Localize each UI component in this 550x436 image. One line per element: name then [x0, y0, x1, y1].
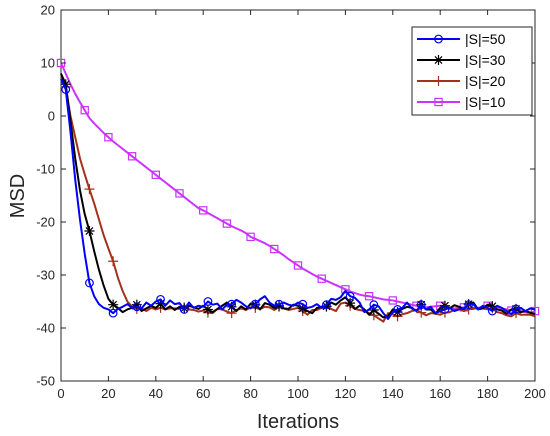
- x-tick-label: 60: [196, 386, 210, 401]
- data-point-marker: [364, 292, 374, 301]
- legend-marker: [433, 76, 444, 86]
- legend-marker: [434, 34, 443, 44]
- x-tick-label: 120: [335, 386, 357, 401]
- legend-item: |S|=10: [417, 94, 506, 110]
- data-point-marker: [345, 291, 355, 301]
- x-tick-label: 40: [149, 386, 163, 401]
- data-point-marker: [416, 300, 426, 310]
- legend-box: [411, 26, 533, 116]
- x-tick-label: 20: [101, 386, 115, 401]
- data-point-marker: [222, 219, 232, 228]
- series-0: [60, 78, 536, 320]
- data-point-marker: [151, 170, 160, 180]
- data-point-marker: [322, 300, 331, 310]
- legend-label: |S|=10: [465, 94, 506, 110]
- x-tick-label: 200: [524, 386, 546, 401]
- data-point-marker: [270, 244, 279, 254]
- y-tick-label: 0: [48, 109, 55, 124]
- data-point-marker: [226, 301, 237, 312]
- x-axis-label: Iterations: [257, 411, 339, 433]
- data-point-marker: [108, 308, 118, 318]
- data-point-marker: [388, 296, 398, 305]
- data-point-marker: [317, 274, 326, 283]
- y-tick-label: -40: [36, 321, 55, 336]
- data-point-marker: [250, 299, 260, 309]
- data-point-marker: [80, 105, 89, 115]
- series-3: [56, 58, 540, 316]
- x-tick-label: 160: [429, 386, 451, 401]
- data-point-marker: [464, 300, 474, 310]
- data-point-marker: [104, 133, 113, 142]
- data-point-marker: [368, 304, 379, 315]
- data-point-marker: [321, 301, 332, 312]
- legend-item: |S|=50: [417, 31, 506, 47]
- x-tick-label: 180: [477, 386, 499, 401]
- data-point-marker: [369, 300, 379, 310]
- legend-label: |S|=50: [465, 31, 506, 47]
- x-tick-label: 140: [382, 386, 404, 401]
- data-point-marker: [530, 306, 540, 316]
- data-point-marker: [203, 297, 213, 306]
- data-point-marker: [202, 304, 213, 315]
- data-point-marker: [246, 232, 255, 242]
- data-point-marker: [61, 85, 71, 94]
- data-point-marker: [345, 298, 356, 309]
- data-point-marker: [511, 304, 521, 314]
- data-point-marker: [293, 261, 303, 270]
- data-point-marker: [440, 305, 450, 314]
- legend: |S|=50 |S|=30 |S|=20 |S|=10: [411, 26, 533, 116]
- data-point-marker: [392, 307, 403, 318]
- data-point-marker: [298, 299, 308, 309]
- data-point-marker: [393, 305, 402, 314]
- data-point-marker: [108, 256, 119, 267]
- data-point-marker: [274, 300, 285, 311]
- y-tick-label: -20: [36, 215, 55, 230]
- y-tick-label: 10: [41, 56, 55, 71]
- series-layer: [56, 58, 540, 323]
- data-point-marker: [179, 305, 189, 314]
- data-point-marker: [60, 79, 71, 90]
- data-point-marker: [487, 301, 498, 312]
- legend-label: |S|=30: [465, 52, 506, 68]
- y-tick-label: -50: [36, 374, 55, 389]
- data-point-marker: [175, 189, 184, 198]
- data-point-marker: [108, 299, 119, 310]
- y-tick-label: -10: [36, 162, 55, 177]
- legend-label: |S|=20: [465, 73, 506, 89]
- data-point-marker: [84, 184, 95, 195]
- data-point-marker: [156, 294, 165, 304]
- y-axis-label: MSD: [7, 174, 29, 218]
- x-tick-label: 80: [243, 386, 257, 401]
- data-point-marker: [487, 306, 497, 316]
- data-point-marker: [274, 299, 284, 309]
- tick-layer: 0 20 40 60 80 100 120 140 160 180 20020100-10-20-3…: [36, 3, 546, 402]
- data-point-marker: [84, 226, 95, 237]
- legend-item: |S|=20: [417, 73, 506, 89]
- data-point-marker: [227, 299, 237, 309]
- data-point-marker: [131, 299, 142, 310]
- data-point-marker: [127, 152, 137, 161]
- data-point-marker: [132, 302, 142, 312]
- y-tick-label: 20: [41, 3, 55, 18]
- y-tick-label: -30: [36, 268, 55, 283]
- data-point-marker: [85, 278, 94, 288]
- data-point-marker: [341, 285, 350, 294]
- x-tick-label: 100: [287, 386, 309, 401]
- x-tick-label: 0: [57, 386, 64, 401]
- legend-marker: [433, 55, 444, 65]
- legend-marker: [434, 97, 443, 107]
- series-line: [60, 62, 536, 315]
- data-point-marker: [199, 206, 208, 215]
- legend-item: |S|=30: [417, 52, 506, 68]
